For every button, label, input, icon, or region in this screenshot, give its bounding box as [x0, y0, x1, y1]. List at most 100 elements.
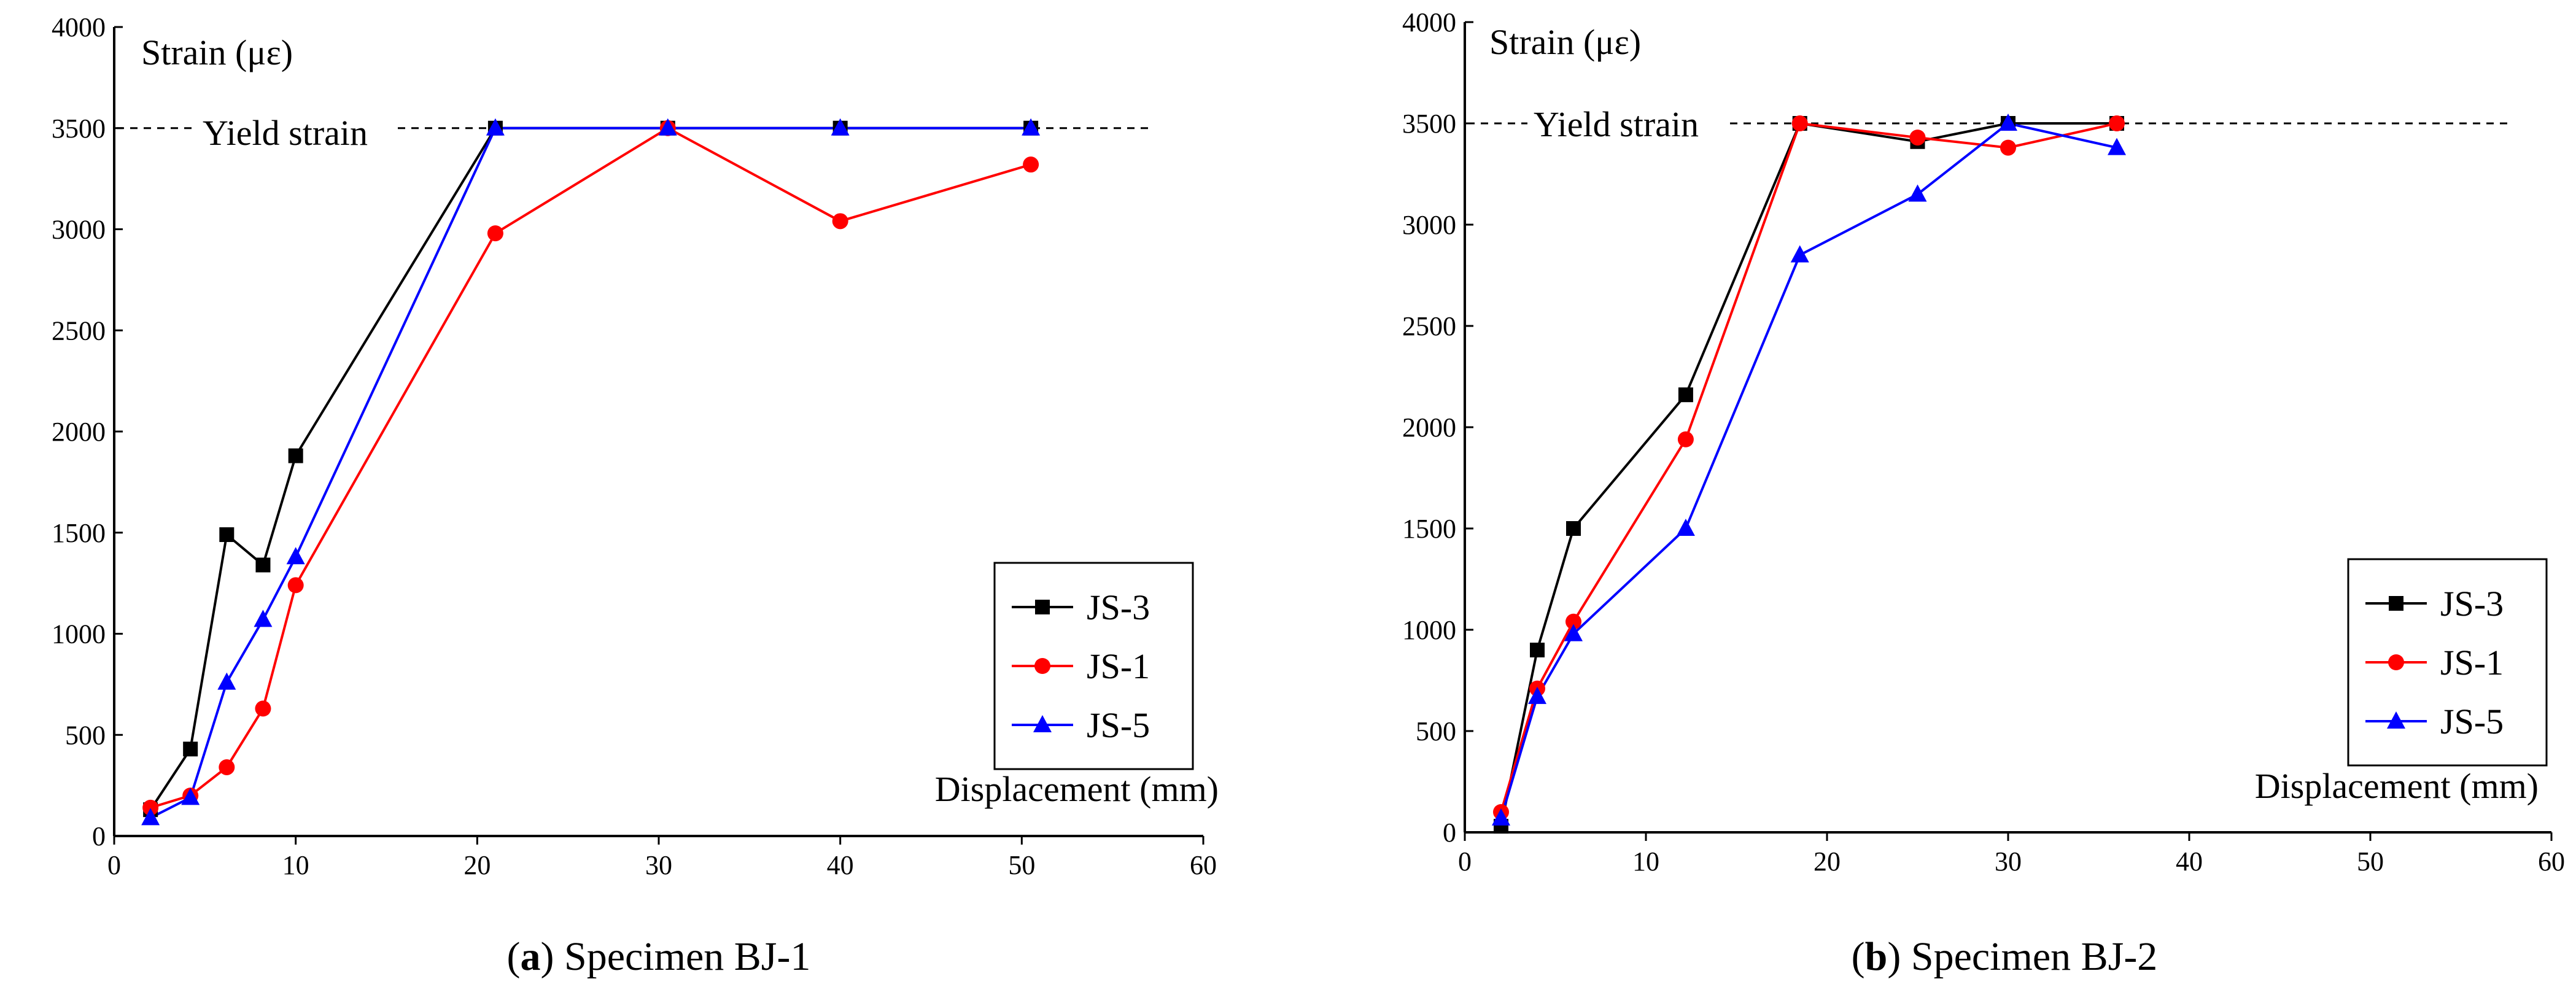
series-layer [1492, 114, 2126, 834]
data-point-js-5 [1908, 184, 1927, 202]
y-tick-label: 4000 [1402, 7, 1456, 37]
y-tick-label: 3000 [52, 215, 106, 245]
caption-b: (b) Specimen BJ-2 [1852, 934, 2158, 979]
legend-label-js-5: JS-5 [2440, 702, 2504, 741]
y-tick-label: 3000 [1402, 210, 1456, 240]
series-line-js-3 [149, 126, 1031, 811]
data-point-js-1 [1791, 115, 1808, 131]
x-tick-label: 10 [1632, 846, 1659, 877]
data-point-js-1 [1677, 431, 1694, 447]
x-tick-label: 50 [2357, 846, 2384, 877]
series-line-js-3 [1500, 122, 2117, 827]
y-tick-group: 0 500 1000 1500 2000 2500 3000 3500 4000 [52, 12, 123, 851]
y-tick-group: 0 500 1000 1500 2000 2500 3000 3500 4000 [1402, 7, 1473, 848]
legend-marker [1035, 600, 1050, 614]
y-tick-label: 2500 [1402, 311, 1456, 341]
x-axis-title: Displacement (mm) [2255, 766, 2539, 806]
data-point-js-5 [1492, 808, 1510, 826]
data-point-js-1 [487, 225, 503, 242]
caption-text: Specimen BJ-2 [1901, 934, 2157, 979]
data-point-js-5 [1790, 245, 1809, 263]
legend: JS-3 JS-1 JS-5 [993, 562, 1194, 770]
y-tick-label: 1000 [1402, 615, 1456, 645]
yield-strain-label: Yield strain [203, 113, 368, 153]
data-point-js-5 [1564, 624, 1583, 641]
x-tick-label: 20 [464, 850, 491, 880]
series-line-js-1 [150, 126, 1031, 809]
y-tick-label: 3500 [52, 114, 106, 144]
y-axis-title: Strain (με) [1489, 22, 1641, 62]
x-tick-label: 30 [645, 850, 672, 880]
legend: JS-3 JS-1 JS-5 [2347, 558, 2548, 767]
caption-close-paren: ) [1887, 934, 1901, 979]
y-tick-label: 2500 [52, 315, 106, 346]
data-point-js-5 [1676, 519, 1695, 536]
data-point-js-3 [255, 557, 271, 573]
data-point-js-3 [219, 527, 235, 543]
data-point-js-5 [1999, 114, 2017, 131]
series-line-js-5 [1500, 122, 2117, 819]
data-point-js-5 [254, 610, 273, 627]
data-point-js-5 [831, 118, 850, 136]
legend-label-js-1: JS-1 [1087, 646, 1150, 686]
caption-open-paren: ( [507, 934, 521, 979]
x-tick-label: 0 [1458, 846, 1472, 877]
data-point-js-5 [2108, 137, 2126, 155]
data-point-js-1 [1909, 130, 1926, 146]
x-tick-label: 50 [1008, 850, 1035, 880]
y-tick-label: 500 [1416, 716, 1456, 746]
x-tick-label: 20 [1814, 846, 1841, 877]
data-point-js-3 [1678, 387, 1693, 403]
x-tick-label: 60 [1190, 850, 1217, 880]
legend-label-js-3: JS-3 [2440, 584, 2504, 624]
x-tick-label: 40 [827, 850, 854, 880]
data-point-js-1 [2109, 115, 2125, 131]
caption-letter: b [1865, 934, 1888, 979]
y-tick-label: 2000 [52, 417, 106, 447]
y-tick-label: 0 [1443, 818, 1456, 848]
data-point-js-1 [219, 759, 235, 775]
data-point-js-3 [1530, 643, 1545, 657]
caption-close-paren: ) [541, 934, 554, 979]
data-point-js-1 [2000, 139, 2016, 156]
legend-label-js-5: JS-5 [1087, 705, 1150, 745]
data-point-js-3 [1566, 521, 1581, 536]
data-point-js-1 [287, 577, 304, 594]
x-tick-label: 40 [2176, 846, 2203, 877]
y-tick-label: 0 [92, 821, 106, 851]
y-tick-label: 4000 [52, 12, 106, 42]
y-tick-label: 1000 [52, 619, 106, 649]
data-point-js-5 [1022, 118, 1041, 136]
data-point-js-3 [183, 741, 198, 757]
y-tick-label: 500 [65, 720, 106, 750]
legend-marker [2388, 654, 2404, 670]
y-axis-title: Strain (με) [141, 33, 293, 72]
caption-open-paren: ( [1852, 934, 1865, 979]
data-point-js-1 [832, 213, 848, 230]
data-point-js-1 [142, 799, 159, 816]
data-point-js-3 [288, 448, 303, 463]
data-point-js-1 [1565, 613, 1581, 630]
x-tick-group: 0 10 20 30 40 50 60 [1458, 832, 2565, 877]
data-point-js-5 [486, 118, 505, 136]
data-point-js-5 [286, 547, 305, 565]
y-tick-label: 1500 [1402, 514, 1456, 544]
x-tick-label: 30 [1995, 846, 2022, 877]
data-point-js-5 [217, 672, 236, 690]
x-tick-label: 10 [282, 850, 309, 880]
data-point-js-1 [1023, 157, 1039, 173]
x-tick-group: 0 10 20 30 40 50 60 [107, 836, 1217, 880]
legend-marker [2389, 596, 2403, 611]
y-tick-label: 3500 [1402, 109, 1456, 139]
yield-strain-label: Yield strain [1534, 104, 1699, 144]
legend-marker [2387, 711, 2405, 729]
y-tick-label: 1500 [52, 518, 106, 548]
x-axis-title: Displacement (mm) [935, 769, 1219, 809]
series-layer [141, 118, 1041, 826]
data-point-js-1 [255, 700, 271, 717]
x-tick-label: 0 [107, 850, 121, 880]
series-line-js-1 [1500, 122, 2117, 813]
caption-a: (a) Specimen BJ-1 [507, 934, 811, 979]
y-tick-label: 2000 [1402, 412, 1456, 443]
series-line-js-5 [150, 126, 1031, 819]
